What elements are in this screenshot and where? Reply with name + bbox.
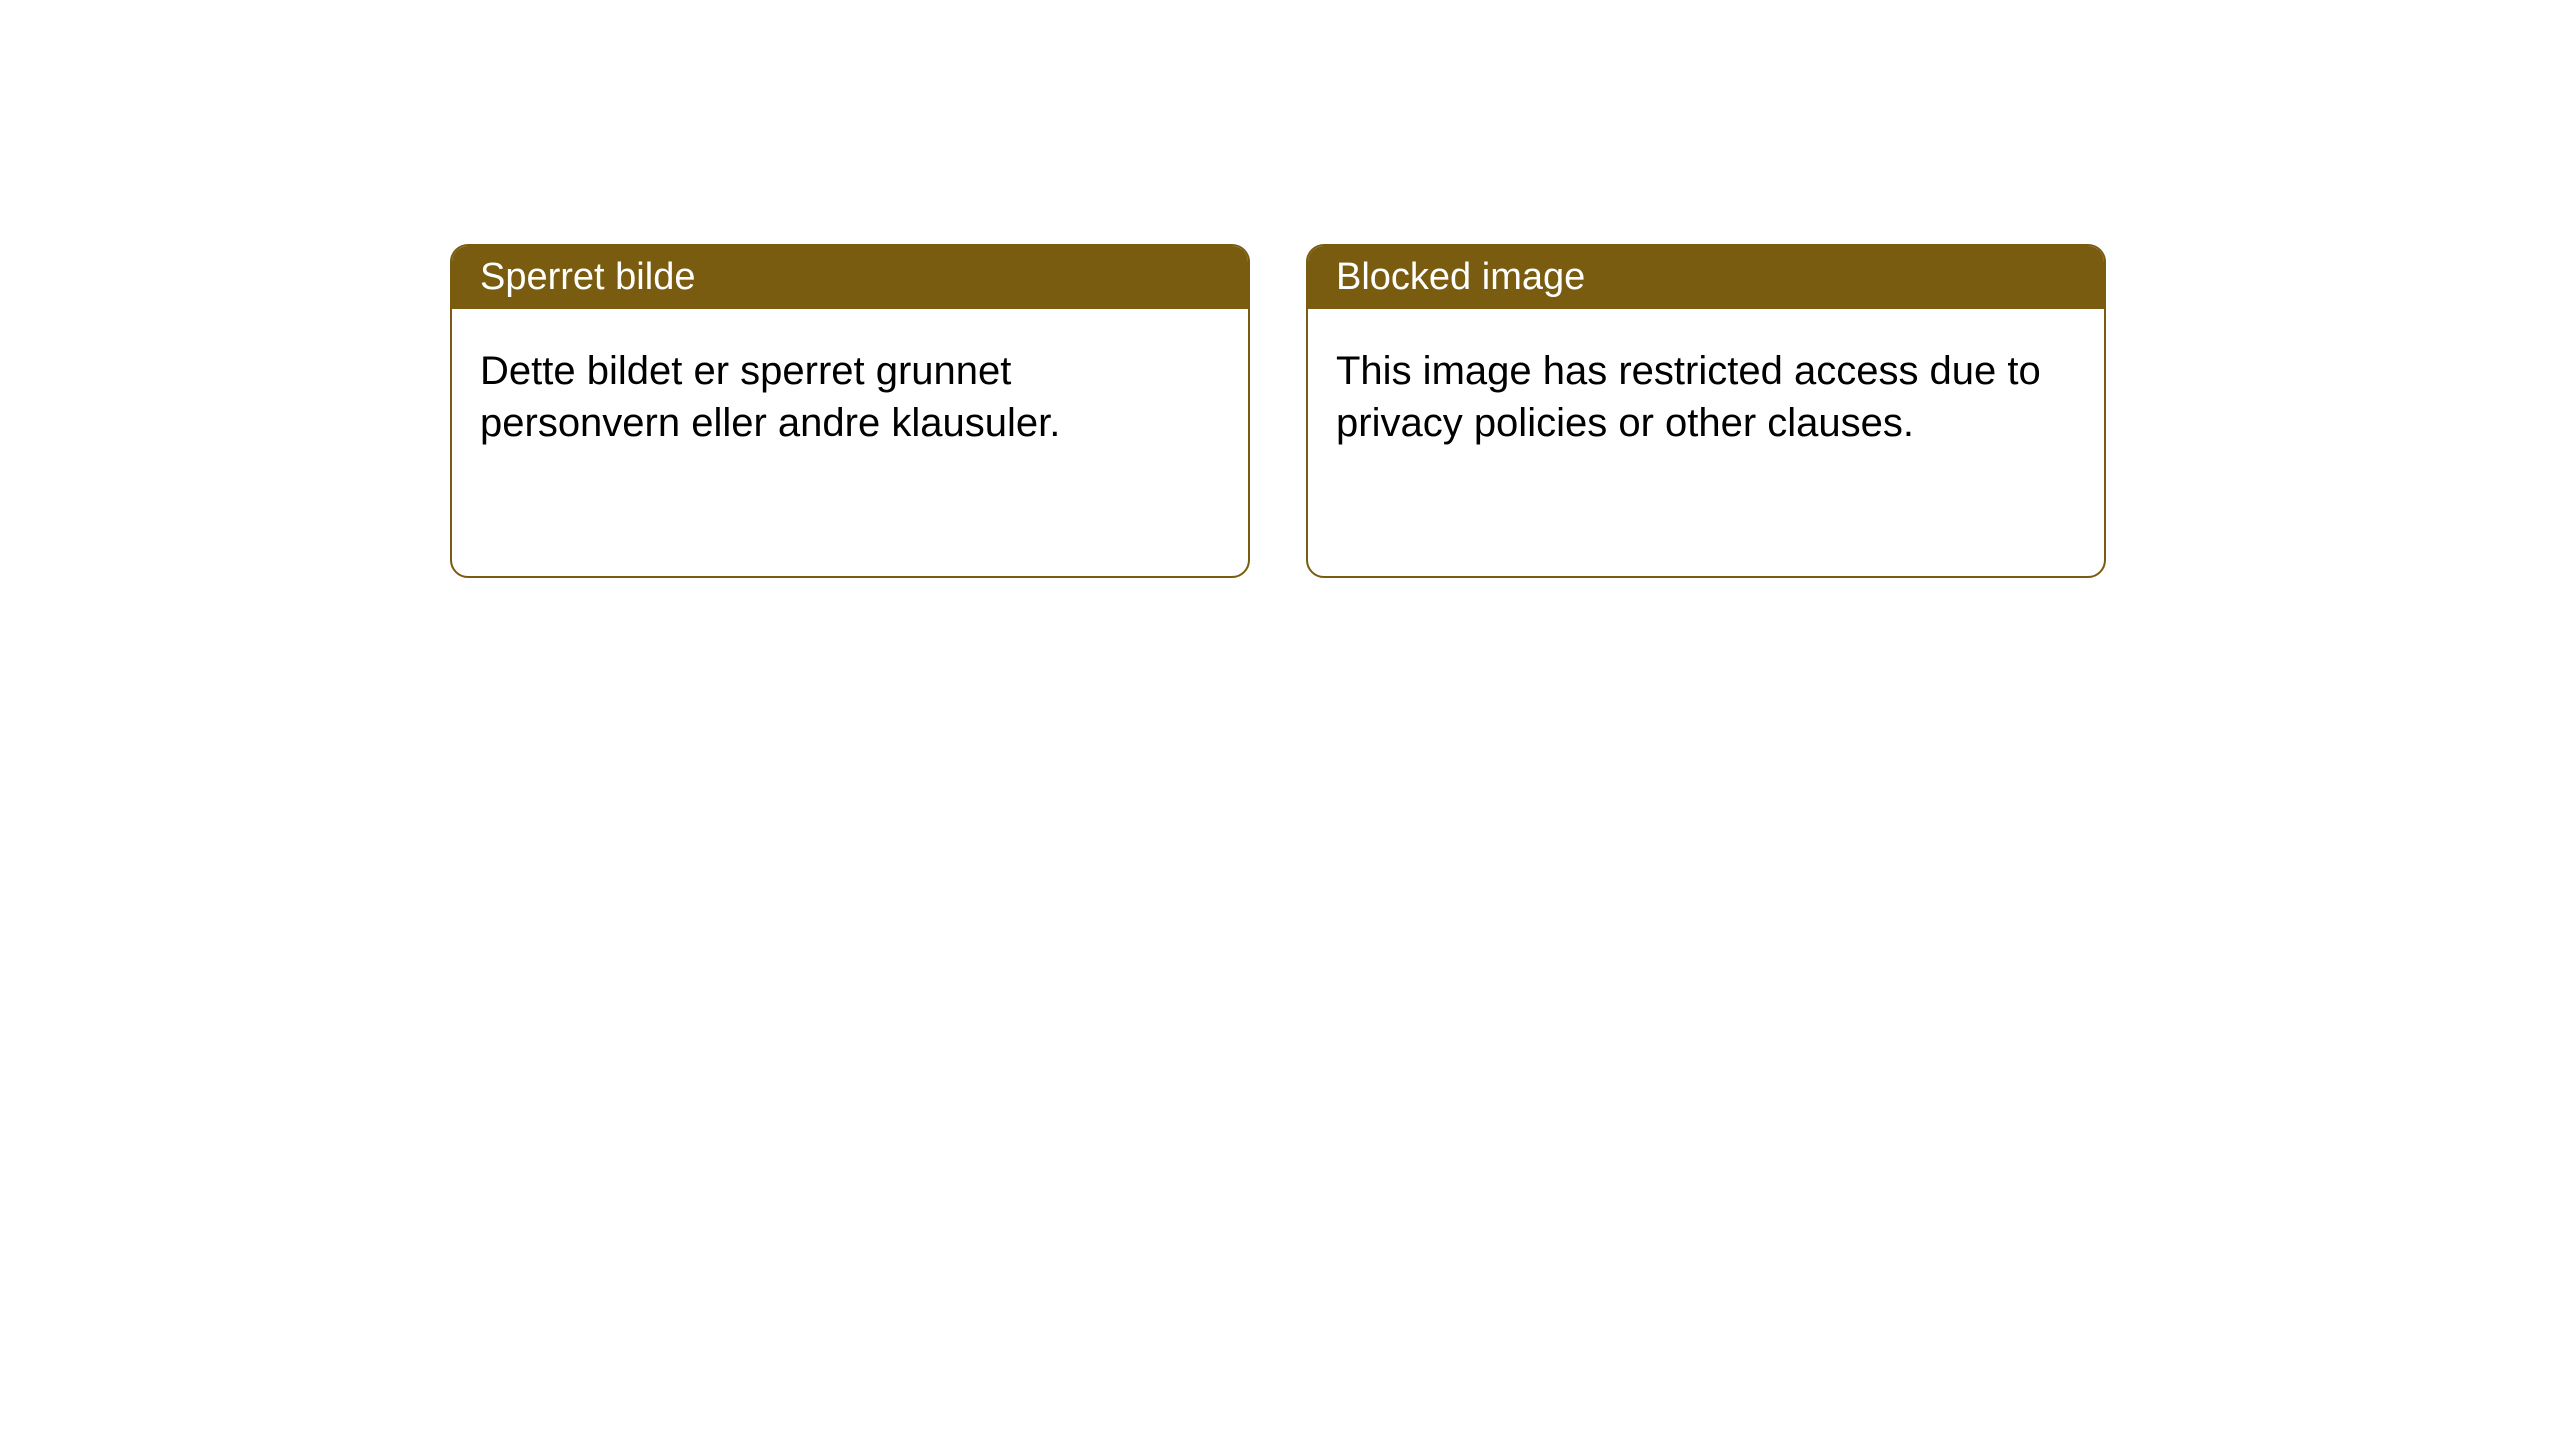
card-header: Blocked image <box>1308 246 2104 309</box>
card-body: This image has restricted access due to … <box>1308 309 2104 485</box>
blocked-image-card-english: Blocked image This image has restricted … <box>1306 244 2106 578</box>
cards-container: Sperret bilde Dette bildet er sperret gr… <box>0 0 2560 578</box>
blocked-image-card-norwegian: Sperret bilde Dette bildet er sperret gr… <box>450 244 1250 578</box>
card-header: Sperret bilde <box>452 246 1248 309</box>
card-body: Dette bildet er sperret grunnet personve… <box>452 309 1248 485</box>
